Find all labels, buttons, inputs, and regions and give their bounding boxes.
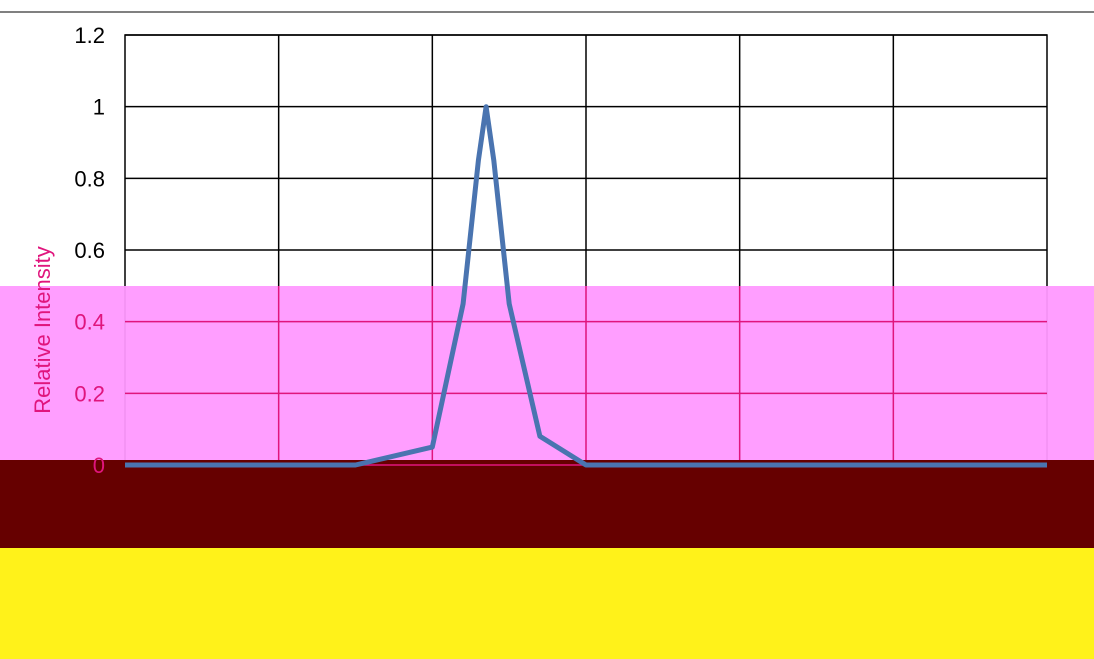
y-tick-label-pink: 0.2: [74, 381, 105, 406]
y-tick-label-pink: 0: [93, 453, 105, 478]
y-axis-label: Relative Intensity: [30, 246, 55, 414]
yellow-overlay-band: [0, 548, 1094, 659]
vertical-gridlines-pink: [277, 286, 895, 460]
y-tick-label-pink: 0.4: [74, 310, 105, 335]
y-tick-label: 1.2: [74, 23, 105, 48]
y-tick-label: 0.8: [74, 166, 105, 191]
dark-overlay-band: [0, 460, 1094, 548]
pink-overlay-band: [0, 286, 1094, 460]
y-tick-label: 0.6: [74, 238, 105, 263]
y-tick-labels-pink: 0 0.2 0.4: [74, 310, 105, 478]
y-tick-label: 1: [93, 95, 105, 120]
series-line: [125, 104, 1047, 468]
